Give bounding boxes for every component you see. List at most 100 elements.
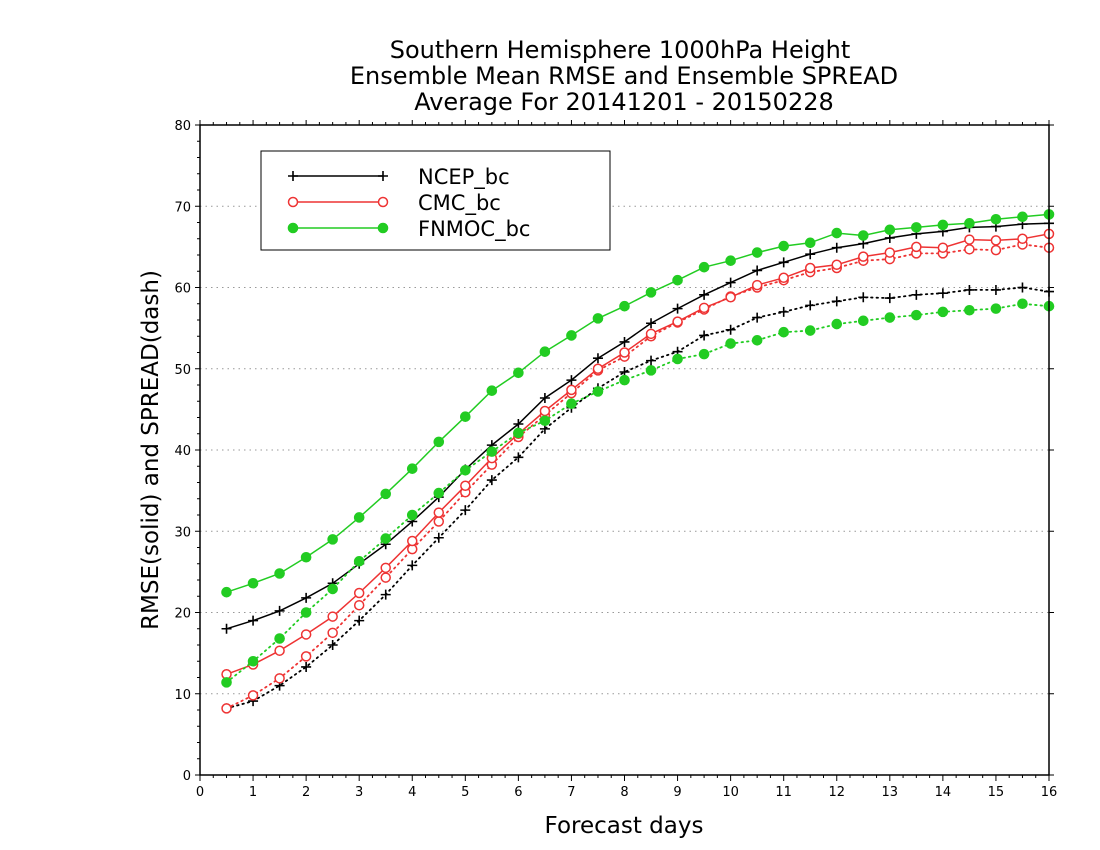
fnmoc_bc-rmse-point bbox=[831, 227, 843, 239]
ncep_bc-spread-point bbox=[937, 288, 948, 299]
fnmoc_bc-rmse-point bbox=[1017, 211, 1028, 223]
ncep_bc-rmse-line bbox=[226, 222, 1050, 630]
cmc_bc-spread-point bbox=[327, 627, 338, 639]
chart-title-line-2: Ensemble Mean RMSE and Ensemble SPREAD bbox=[350, 62, 898, 90]
chart-title-line-3: Average For 20141201 - 20150228 bbox=[414, 88, 834, 116]
legend-marker-fnmoc_bc bbox=[287, 222, 299, 234]
ncep_bc-spread-point bbox=[354, 615, 365, 626]
fnmoc_bc-rmse-point bbox=[486, 385, 498, 396]
cmc_bc-rmse-point bbox=[698, 302, 710, 314]
fnmoc_bc-rmse-point bbox=[964, 218, 975, 229]
legend-marker-ncep_bc bbox=[378, 171, 388, 181]
cmc_bc-spread-point bbox=[247, 690, 259, 701]
cmc_bc-rmse-point bbox=[778, 272, 789, 283]
legend-entry-ncep_bc: NCEP_bc bbox=[288, 165, 510, 190]
chart-title-line-1: Southern Hemisphere 1000hPa Height bbox=[390, 36, 850, 64]
fnmoc_bc-rmse-point bbox=[327, 534, 338, 545]
legend-entry-fnmoc_bc: FNMOC_bc bbox=[287, 217, 530, 242]
cmc_bc-rmse-point bbox=[327, 611, 338, 622]
ncep_bc-spread-point bbox=[433, 532, 444, 543]
series-CMC_bc bbox=[221, 228, 1055, 714]
ncep_bc-spread-point bbox=[964, 284, 975, 295]
fnmoc_bc-rmse-point bbox=[380, 488, 392, 500]
ncep_bc-rmse-point bbox=[778, 257, 789, 268]
y-tick-label-70: 70 bbox=[174, 200, 191, 215]
fnmoc_bc-spread-point bbox=[221, 677, 232, 688]
ncep_bc-spread-point bbox=[858, 292, 869, 303]
fnmoc_bc-spread-point bbox=[778, 326, 789, 338]
x-tick-label-6: 6 bbox=[514, 785, 522, 800]
fnmoc_bc-spread-point bbox=[327, 583, 338, 595]
x-tick-label-5: 5 bbox=[461, 785, 469, 800]
fnmoc_bc-spread-point bbox=[831, 318, 843, 330]
x-tick-label-12: 12 bbox=[828, 785, 845, 800]
y-tick-label-60: 60 bbox=[174, 282, 191, 297]
legend-entry-cmc_bc: CMC_bc bbox=[287, 191, 501, 216]
legend-label-fnmoc_bc: FNMOC_bc bbox=[418, 217, 530, 242]
y-tick-label-0: 0 bbox=[183, 769, 191, 784]
fnmoc_bc-rmse-point bbox=[911, 222, 922, 233]
fnmoc_bc-rmse-point bbox=[247, 577, 259, 589]
ncep_bc-spread-point bbox=[407, 560, 418, 571]
cmc_bc-rmse-point bbox=[274, 645, 285, 656]
x-tick-label-0: 0 bbox=[196, 785, 204, 800]
cmc_bc-rmse-point bbox=[964, 234, 975, 245]
cmc_bc-spread-point bbox=[300, 651, 312, 662]
ncep_bc-rmse-point bbox=[592, 353, 603, 364]
fnmoc_bc-spread-point bbox=[1017, 298, 1028, 310]
fnmoc_bc-rmse-point bbox=[592, 313, 604, 324]
y-tick-label-20: 20 bbox=[174, 607, 191, 622]
legend-label-ncep_bc: NCEP_bc bbox=[418, 165, 510, 190]
ncep_bc-spread-point bbox=[884, 293, 895, 304]
legend-marker-fnmoc_bc bbox=[377, 222, 389, 234]
fnmoc_bc-spread-point bbox=[539, 415, 551, 427]
x-tick-label-10: 10 bbox=[722, 785, 739, 800]
ncep_bc-spread-point bbox=[380, 589, 391, 600]
series-NCEP_bc bbox=[221, 218, 1054, 714]
cmc_bc-spread-point bbox=[433, 516, 445, 527]
x-tick-label-15: 15 bbox=[988, 785, 1005, 800]
cmc_bc-rmse-point bbox=[990, 235, 1002, 246]
fnmoc_bc-spread-point bbox=[460, 465, 471, 476]
ncep_bc-rmse-point bbox=[619, 336, 630, 347]
cmc_bc-rmse-point bbox=[592, 363, 604, 374]
y-tick-label-40: 40 bbox=[174, 444, 191, 459]
cmc_bc-rmse-point bbox=[460, 480, 471, 491]
ncep_bc-rmse-point bbox=[646, 318, 657, 329]
cmc_bc-rmse-point bbox=[619, 347, 630, 358]
ncep_bc-spread-point bbox=[327, 640, 338, 650]
legend-marker-cmc_bc bbox=[377, 196, 389, 208]
cmc_bc-spread-point bbox=[380, 572, 391, 583]
cmc_bc-rmse-point bbox=[884, 247, 896, 258]
x-tick-label-16: 16 bbox=[1041, 785, 1058, 800]
ncep_bc-spread-point bbox=[699, 330, 710, 341]
fnmoc_bc-rmse-point bbox=[725, 255, 736, 266]
ncep_bc-spread-point bbox=[831, 296, 842, 307]
ncep_bc-rmse-point bbox=[301, 592, 312, 603]
x-tick-label-1: 1 bbox=[249, 785, 257, 800]
ncep_bc-rmse-point bbox=[566, 375, 577, 386]
fnmoc_bc-spread-point bbox=[698, 348, 710, 360]
fnmoc_bc-spread-point bbox=[513, 427, 524, 439]
ncep_bc-rmse-point bbox=[805, 249, 816, 260]
fnmoc_bc-rmse-point bbox=[539, 346, 551, 357]
cmc_bc-rmse-point bbox=[407, 535, 418, 547]
x-tick-label-11: 11 bbox=[775, 785, 792, 800]
ncep_bc-spread-point bbox=[513, 452, 524, 463]
fnmoc_bc-rmse-point bbox=[274, 568, 285, 579]
fnmoc_bc-rmse-line bbox=[226, 213, 1050, 593]
ncep_bc-spread-point bbox=[486, 475, 497, 486]
fnmoc_bc-rmse-point bbox=[778, 240, 789, 252]
y-axis-label: RMSE(solid) and SPREAD(dash) bbox=[138, 270, 164, 630]
fnmoc_bc-spread-point bbox=[486, 446, 498, 457]
fnmoc_bc-spread-point bbox=[380, 533, 392, 544]
fnmoc_bc-rmse-point bbox=[353, 512, 365, 523]
legend-label-cmc_bc: CMC_bc bbox=[418, 191, 501, 216]
fnmoc_bc-rmse-point bbox=[751, 247, 763, 258]
ncep_bc-spread-point bbox=[911, 289, 922, 300]
fnmoc_bc-rmse-point bbox=[804, 237, 816, 249]
cmc_bc-rmse-point bbox=[911, 241, 922, 253]
ncep_bc-rmse-point bbox=[831, 242, 842, 253]
